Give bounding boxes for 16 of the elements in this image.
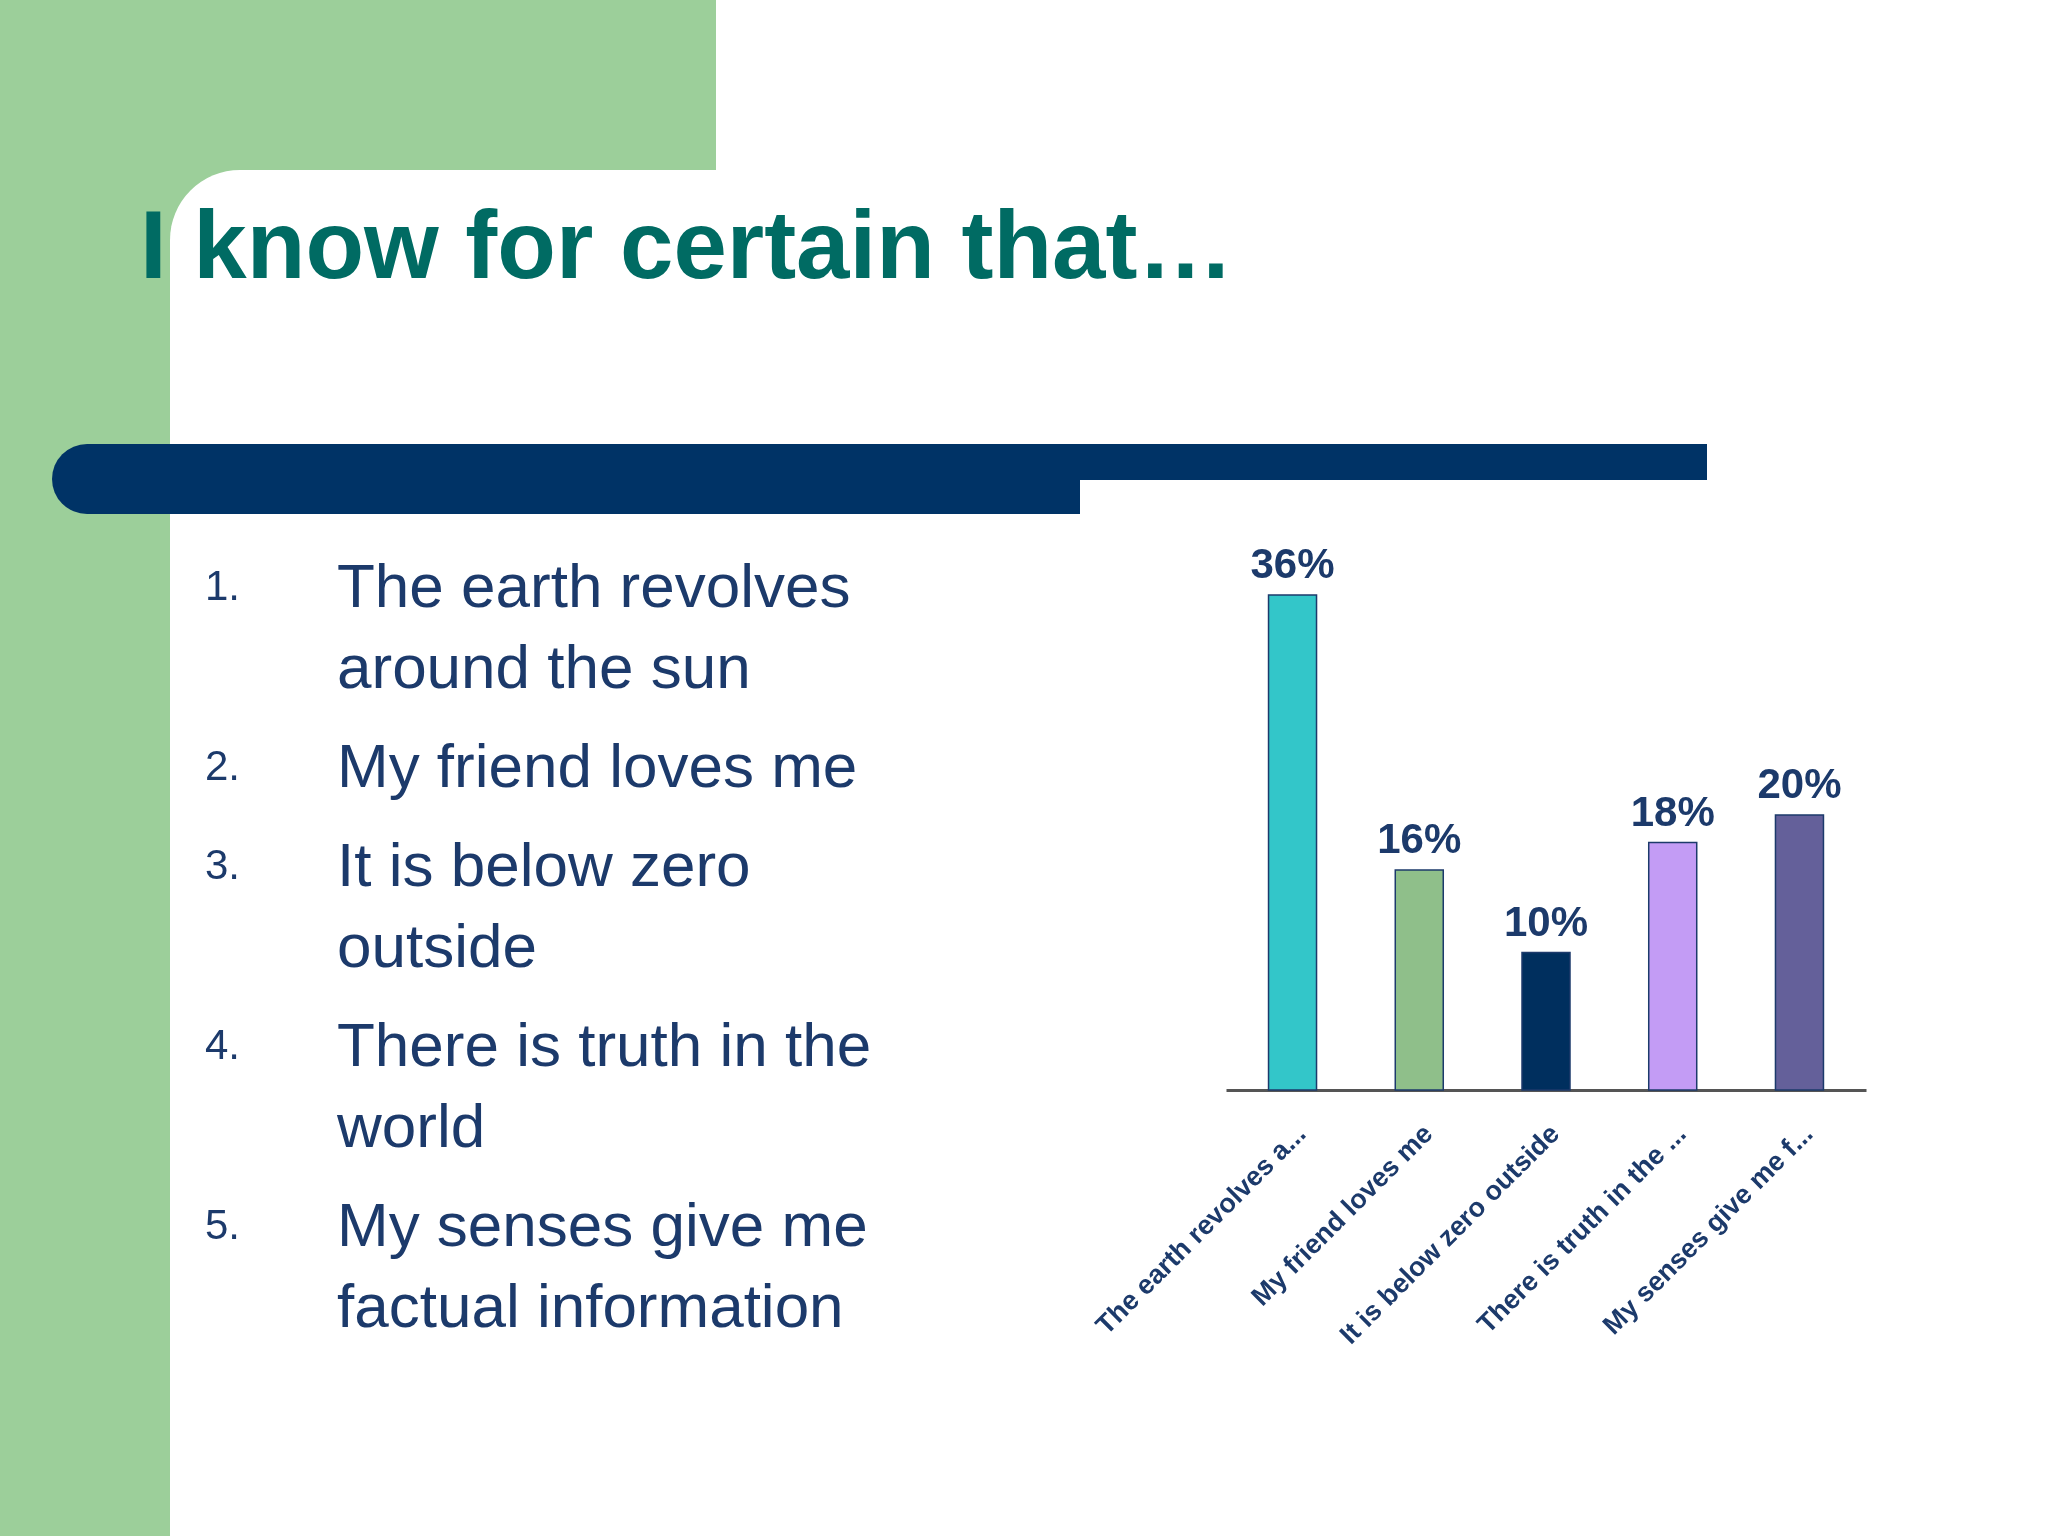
data-label: 16% bbox=[1377, 815, 1462, 862]
text: 4. There is truth in the world bbox=[205, 1010, 872, 1160]
bar bbox=[1267, 594, 1318, 1091]
data-label: 18% bbox=[1630, 787, 1715, 835]
bar bbox=[1521, 951, 1571, 1091]
text: 2. My friend loves me bbox=[205, 731, 858, 800]
bar bbox=[1774, 814, 1825, 1091]
data-label: 20% bbox=[1757, 760, 1842, 807]
text: 1. The earth revolves around the sun bbox=[205, 551, 851, 701]
text: 3. It is below zero outside bbox=[205, 830, 751, 980]
bar bbox=[1394, 869, 1445, 1091]
bar bbox=[1647, 841, 1698, 1091]
text: 5. My senses give me factual information bbox=[205, 1190, 868, 1340]
data-label: 36% bbox=[1250, 540, 1335, 587]
chart-title: I know for certain that… bbox=[140, 190, 1234, 300]
data-label: 10% bbox=[1503, 897, 1589, 945]
